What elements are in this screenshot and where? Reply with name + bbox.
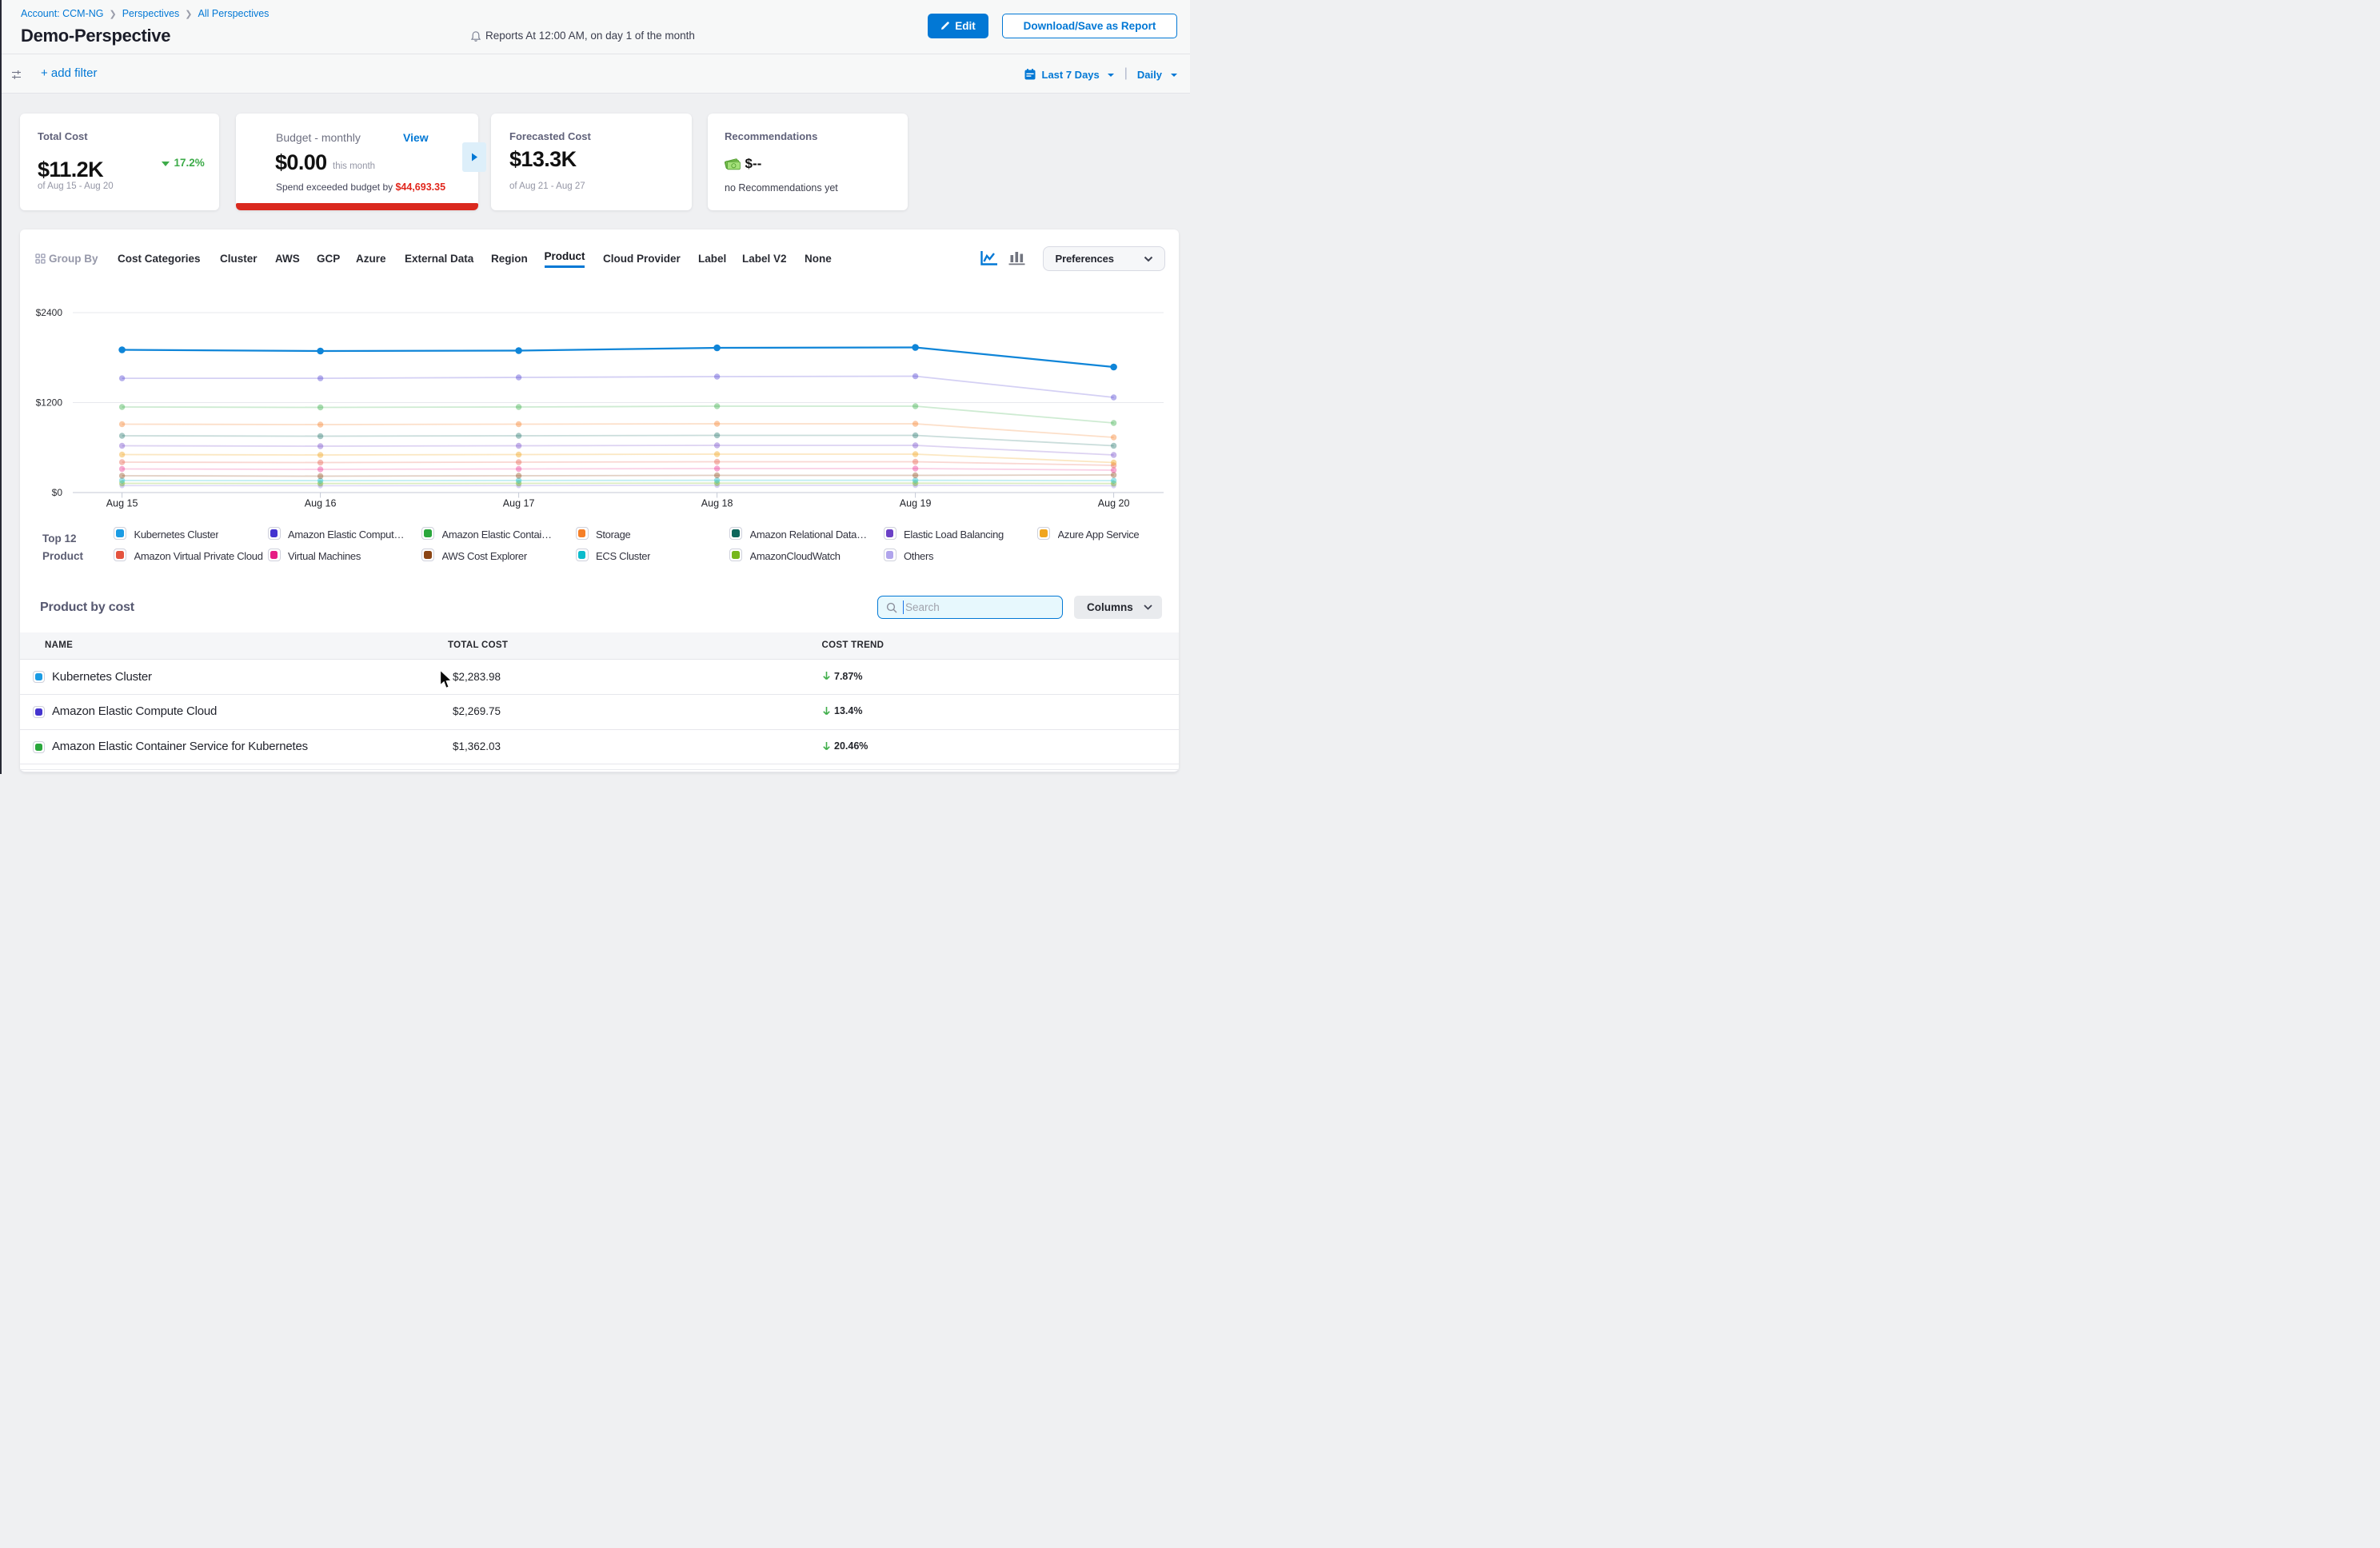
svg-text:Aug 17: Aug 17 bbox=[503, 497, 535, 509]
svg-text:$2400: $2400 bbox=[36, 307, 63, 318]
svg-text:Aug 15: Aug 15 bbox=[106, 497, 138, 509]
svg-text:Aug 19: Aug 19 bbox=[900, 497, 932, 509]
svg-text:Aug 20: Aug 20 bbox=[1098, 497, 1130, 509]
svg-text:$1200: $1200 bbox=[36, 397, 63, 408]
svg-text:$0: $0 bbox=[52, 487, 63, 498]
svg-text:Aug 18: Aug 18 bbox=[701, 497, 733, 509]
svg-text:Aug 16: Aug 16 bbox=[305, 497, 337, 509]
